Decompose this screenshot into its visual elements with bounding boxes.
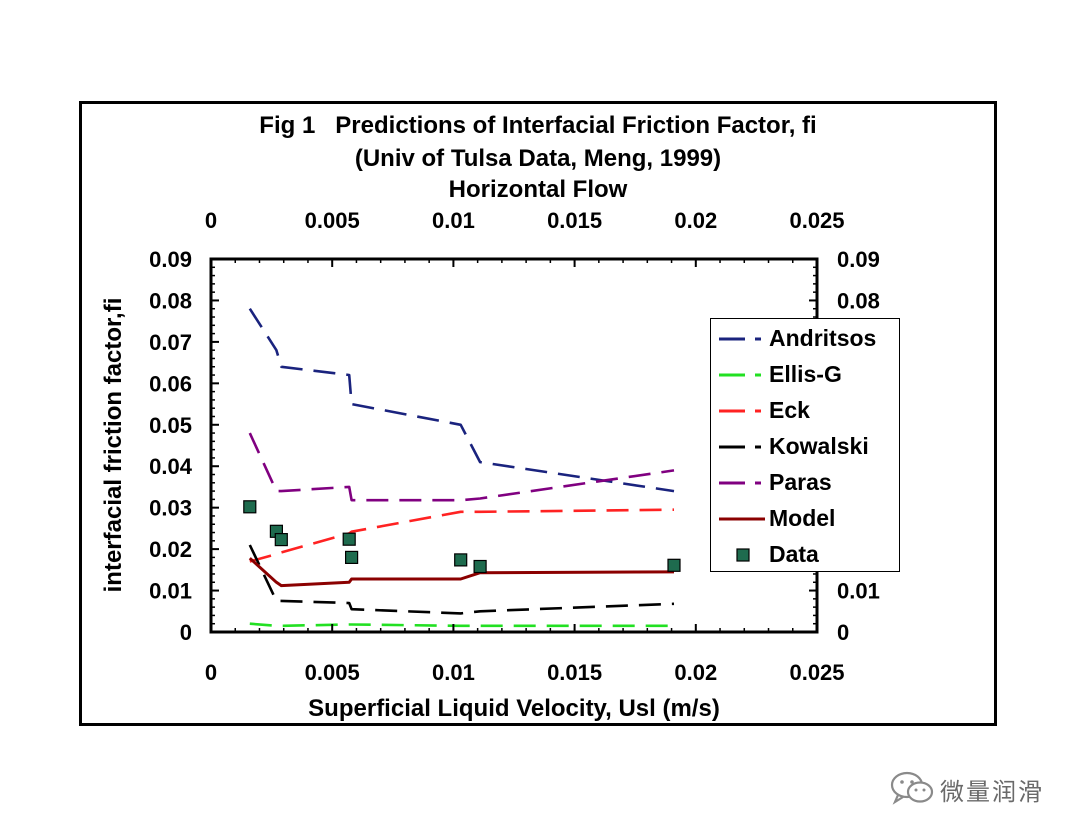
data-point: [454, 553, 468, 567]
legend-item-ellis-g: Ellis-G: [711, 357, 901, 393]
y-tick-label-right: 0.09: [837, 247, 880, 272]
y-tick-label-left: 0.09: [149, 247, 192, 272]
y-tick-label-right: 0.01: [837, 579, 880, 604]
data-point: [342, 532, 356, 546]
y-tick-label-right: 0: [837, 620, 849, 645]
legend-item-kowalski: Kowalski: [711, 429, 901, 465]
legend: Andritsos Ellis-G Eck Kowalski Paras Model Da…: [710, 318, 900, 572]
legend-label: Ellis-G: [769, 361, 842, 387]
x-tick-label-top: 0.01: [432, 208, 475, 233]
y-axis-label: interfacial friction factor,fi: [100, 298, 127, 593]
legend-label: Kowalski: [769, 433, 869, 459]
y-tick-label-right: 0.08: [837, 288, 880, 313]
y-tick-label-left: 0.05: [149, 413, 192, 438]
x-tick-label-bottom: 0.01: [432, 660, 475, 685]
legend-label: Data: [769, 541, 819, 567]
legend-swatch: [719, 445, 761, 449]
scatter-layer: [243, 500, 681, 574]
legend-item-model: Model: [711, 501, 901, 537]
wechat-icon: [890, 771, 934, 805]
series-line-eck: [249, 508, 675, 563]
y-tick-label-left: 0.08: [149, 288, 192, 313]
series-line-model: [248, 557, 675, 588]
x-tick-label-top: 0.015: [547, 208, 602, 233]
x-tick-label-bottom: 0.005: [305, 660, 360, 685]
legend-swatch: [719, 409, 761, 413]
legend-swatch: [719, 373, 761, 377]
data-point: [274, 532, 288, 547]
data-point: [667, 558, 681, 572]
series-line-andritsos: [248, 307, 675, 493]
legend-swatch: [719, 481, 761, 485]
watermark: 微量润滑: [888, 768, 1058, 808]
x-tick-label-bottom: 0.02: [674, 660, 717, 685]
series-line-ellis-g: [249, 622, 674, 628]
data-point: [345, 550, 359, 565]
chart-title-line-2: (Univ of Tulsa Data, Meng, 1999): [354, 145, 722, 172]
y-tick-label-left: 0: [180, 620, 192, 645]
x-tick-label-top: 0.025: [789, 208, 844, 233]
x-tick-label-top: 0: [205, 208, 217, 233]
y-tick-label-left: 0.02: [149, 537, 192, 562]
chart-title-line-1: Fig 1 Predictions of Interfacial Frictio…: [259, 112, 817, 139]
legend-label: Eck: [769, 397, 810, 423]
legend-label: Model: [769, 505, 836, 531]
legend-swatch: [719, 337, 761, 341]
legend-item-eck: Eck: [711, 393, 901, 429]
x-tick-label-top: 0.02: [674, 208, 717, 233]
y-tick-label-left: 0.04: [149, 454, 193, 479]
x-tick-label-top: 0.005: [305, 208, 360, 233]
series-layer: [248, 307, 675, 628]
legend-label: Paras: [769, 469, 832, 495]
legend-swatch: [736, 548, 750, 562]
x-tick-label-bottom: 0.025: [789, 660, 844, 685]
series-line-paras: [248, 432, 675, 502]
legend-swatch: [719, 517, 765, 521]
legend-item-data: Data: [711, 537, 901, 573]
y-tick-label-left: 0.01: [149, 579, 192, 604]
series-line-kowalski: [248, 544, 675, 615]
watermark-text: 微量润滑: [940, 778, 1044, 806]
x-tick-label-bottom: 0: [205, 660, 217, 685]
y-tick-label-left: 0.07: [149, 330, 192, 355]
y-tick-label-left: 0.06: [149, 371, 192, 396]
data-point: [473, 559, 487, 574]
y-tick-label-left: 0.03: [149, 496, 192, 521]
data-point: [243, 500, 257, 514]
chart-title-line-3: Horizontal Flow: [448, 176, 628, 203]
legend-item-andritsos: Andritsos: [711, 321, 901, 357]
x-axis-label: Superficial Liquid Velocity, Usl (m/s): [308, 695, 720, 722]
x-tick-label-bottom: 0.015: [547, 660, 602, 685]
legend-label: Andritsos: [769, 325, 877, 351]
legend-item-paras: Paras: [711, 465, 901, 501]
